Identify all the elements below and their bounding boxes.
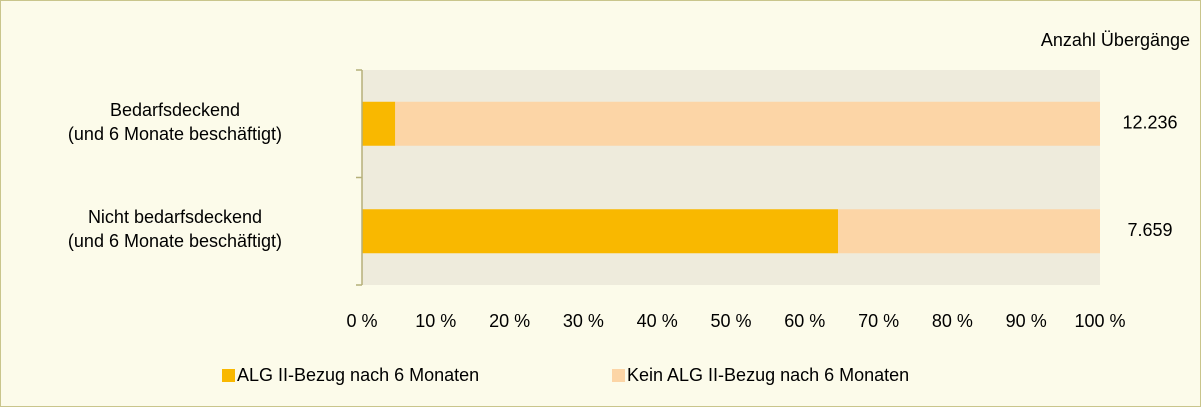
x-tick-label: 100 % [1074, 311, 1125, 331]
x-tick-label: 70 % [858, 311, 899, 331]
legend-label: Kein ALG II-Bezug nach 6 Monaten [627, 365, 909, 385]
x-tick-label: 90 % [1006, 311, 1047, 331]
bar [838, 209, 1100, 254]
bar [395, 101, 1101, 146]
x-tick-label: 50 % [710, 311, 751, 331]
legend-swatch [612, 369, 625, 382]
annotation: Anzahl Übergänge [1041, 30, 1190, 50]
x-tick-label: 0 % [346, 311, 377, 331]
x-tick-label: 20 % [489, 311, 530, 331]
y-tick-label: Nicht bedarfsdeckend (und 6 Monate besch… [67, 207, 283, 252]
x-tick-label: 30 % [563, 311, 604, 331]
total-label: 12.236 [1122, 113, 1177, 133]
x-tick-label: 40 % [637, 311, 678, 331]
bar [362, 101, 396, 146]
x-tick-label: 80 % [932, 311, 973, 331]
total-label: 7.659 [1127, 220, 1172, 240]
legend-swatch [222, 369, 235, 382]
y-tick-label: Bedarfsdeckend (und 6 Monate beschäftigt… [67, 99, 283, 144]
legend-label: ALG II-Bezug nach 6 Monaten [237, 365, 479, 385]
x-tick-label: 10 % [415, 311, 456, 331]
bar [362, 209, 839, 254]
x-tick-label: 60 % [784, 311, 825, 331]
